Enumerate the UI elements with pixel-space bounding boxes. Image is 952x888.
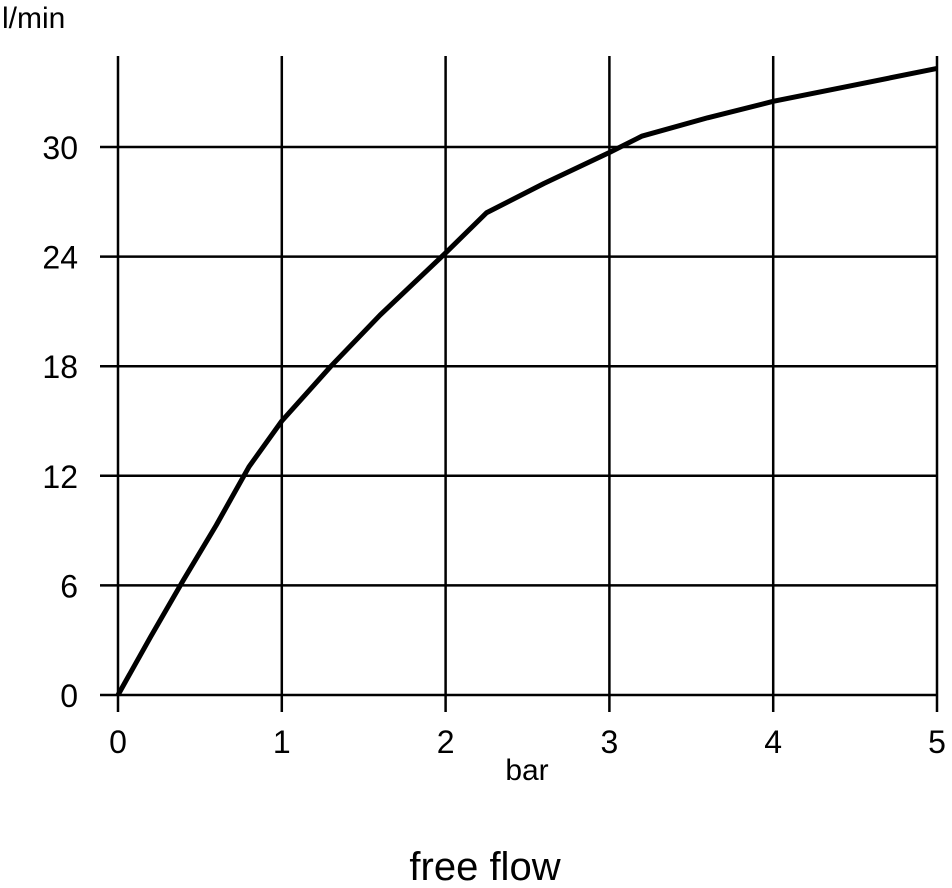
x-tick-label: 5 (928, 724, 946, 760)
x-tick-label: 1 (273, 724, 291, 760)
x-axis-label: bar (505, 754, 548, 787)
y-axis-label: l/min (2, 2, 65, 35)
y-tick-label: 30 (42, 130, 78, 166)
x-tick-label: 0 (109, 724, 127, 760)
x-tick-label: 4 (764, 724, 782, 760)
y-tick-label: 24 (42, 240, 78, 276)
x-tick-label: 3 (601, 724, 619, 760)
y-tick-label: 0 (60, 678, 78, 714)
y-tick-label: 18 (42, 349, 78, 385)
grid (100, 56, 939, 712)
x-tick-label: 2 (437, 724, 455, 760)
y-tick-label: 12 (42, 459, 78, 495)
series-line (115, 66, 938, 697)
chart-caption: free flow (409, 845, 560, 888)
y-tick-label: 6 (60, 568, 78, 604)
